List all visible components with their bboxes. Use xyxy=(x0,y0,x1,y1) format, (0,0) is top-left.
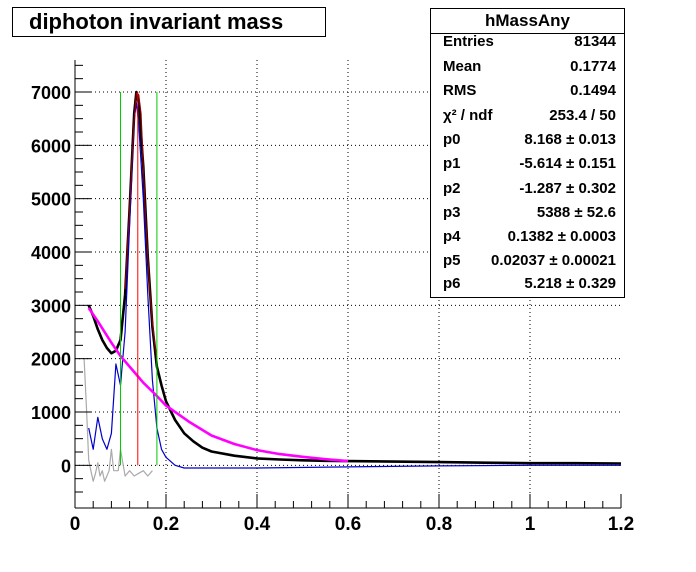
y-tick-label: 5000 xyxy=(31,190,71,210)
stats-key: p6 xyxy=(443,275,461,292)
stats-row: Mean 0.1774 xyxy=(443,58,616,82)
y-tick-label: 1000 xyxy=(31,403,71,423)
series-layer xyxy=(83,90,622,482)
chart-title: diphoton invariant mass xyxy=(12,7,326,37)
stats-key: p1 xyxy=(443,155,461,172)
stats-key: p5 xyxy=(443,252,461,269)
stats-row: p1 -5.614 ± 0.151 xyxy=(443,155,616,179)
stats-value: -5.614 ± 0.151 xyxy=(519,155,616,172)
x-tick-label: 0.6 xyxy=(335,514,361,535)
series-line xyxy=(124,92,158,359)
stats-key: Entries xyxy=(443,33,494,50)
stats-key: p3 xyxy=(443,204,461,221)
stats-row: p6 5.218 ± 0.329 xyxy=(443,275,616,299)
x-tick-label: 0.2 xyxy=(153,514,179,535)
series-line xyxy=(83,358,153,482)
x-tick-label: 0 xyxy=(70,514,81,535)
stats-key: p2 xyxy=(443,180,461,197)
x-tick-label: 1 xyxy=(525,514,536,535)
stats-box: hMassAny Entries 81344 Mean 0.1774 RMS 0.14… xyxy=(430,8,625,298)
x-tick-label: 0.8 xyxy=(426,514,452,535)
stats-value: -1.287 ± 0.302 xyxy=(519,180,616,197)
stats-value: 0.1382 ± 0.0003 xyxy=(507,228,616,245)
x-tick-label: 0.4 xyxy=(244,514,271,535)
stats-value: 5.218 ± 0.329 xyxy=(524,275,616,292)
axes-layer: 0 0.2 0.4 0.6 0.8 1 1.2 0 1000 2000 3000 4000 5000 60… xyxy=(31,60,634,535)
stats-value: 0.1494 xyxy=(570,82,616,99)
stats-row: p5 0.02037 ± 0.00021 xyxy=(443,252,616,276)
stats-value: 81344 xyxy=(574,33,616,50)
series-line xyxy=(87,90,622,465)
stats-value: 0.02037 ± 0.00021 xyxy=(490,252,616,269)
stats-key: Mean xyxy=(443,58,482,75)
stats-value: 253.4 / 50 xyxy=(549,107,616,124)
stats-row: p2 -1.287 ± 0.302 xyxy=(443,180,616,204)
vertical-lines-layer xyxy=(120,92,158,466)
stats-key: p4 xyxy=(443,228,461,245)
series-line xyxy=(88,102,621,469)
stats-value: 8.168 ± 0.013 xyxy=(524,131,616,148)
stats-row: RMS 0.1494 xyxy=(443,82,616,106)
y-tick-label: 7000 xyxy=(31,83,71,103)
stats-row: χ² / ndf 253.4 / 50 xyxy=(443,107,616,131)
stats-value: 0.1774 xyxy=(570,58,616,75)
stats-row: p0 8.168 ± 0.013 xyxy=(443,131,616,155)
y-tick-label: 4000 xyxy=(31,243,71,263)
stats-row: p4 0.1382 ± 0.0003 xyxy=(443,228,616,252)
stats-row: p3 5388 ± 52.6 xyxy=(443,204,616,228)
stats-key: p0 xyxy=(443,131,461,148)
stats-value: 5388 ± 52.6 xyxy=(536,204,616,221)
stats-key: χ² / ndf xyxy=(443,107,493,124)
stats-header: hMassAny xyxy=(431,9,624,34)
stats-row: Entries 81344 xyxy=(443,33,616,57)
x-tick-label: 1.2 xyxy=(608,514,634,535)
y-tick-label: 0 xyxy=(61,456,71,476)
series-line xyxy=(87,307,349,463)
y-tick-label: 2000 xyxy=(31,350,71,370)
y-tick-label: 6000 xyxy=(31,136,71,156)
stats-key: RMS xyxy=(443,82,477,99)
y-tick-label: 3000 xyxy=(31,296,71,316)
